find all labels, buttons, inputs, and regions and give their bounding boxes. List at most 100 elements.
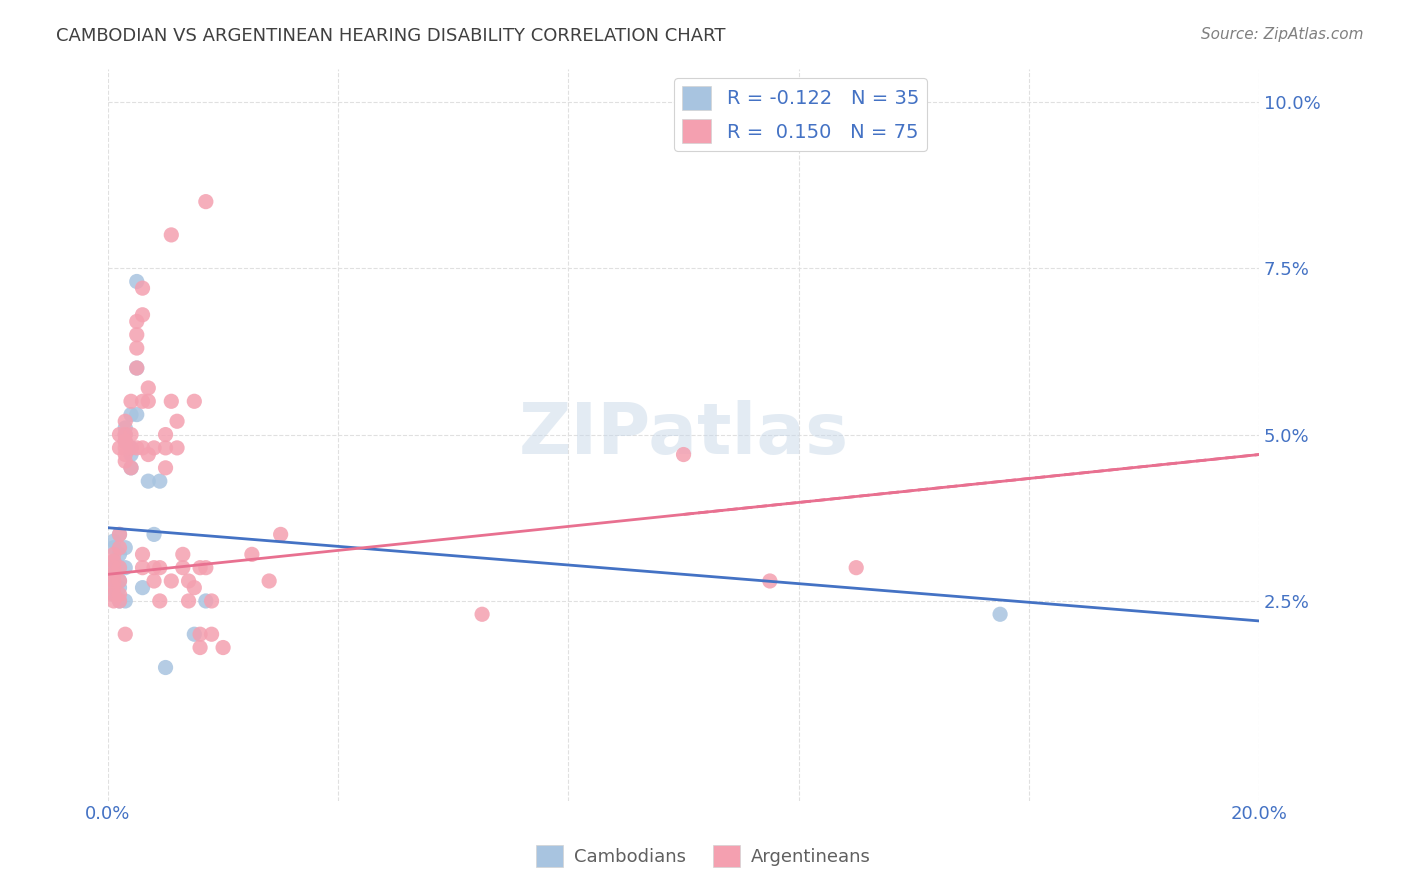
Point: [103, 554, 125, 568]
Point: [103, 541, 125, 555]
Point: [108, 560, 131, 574]
Point: [166, 441, 188, 455]
Point: [155, 427, 177, 442]
Point: [108, 547, 131, 561]
Point: [103, 574, 125, 588]
Point: [183, 627, 205, 641]
Point: [120, 408, 142, 422]
Point: [270, 527, 292, 541]
Point: [194, 560, 217, 574]
Point: [108, 441, 131, 455]
Point: [672, 448, 695, 462]
Point: [155, 660, 177, 674]
Point: [120, 427, 142, 442]
Point: [103, 587, 125, 601]
Point: [114, 434, 136, 449]
Point: [103, 594, 125, 608]
Point: [240, 547, 263, 561]
Point: [103, 560, 125, 574]
Point: [155, 441, 177, 455]
Point: [125, 341, 148, 355]
Point: [194, 594, 217, 608]
Point: [120, 394, 142, 409]
Point: [131, 581, 153, 595]
Point: [108, 541, 131, 555]
Point: [125, 441, 148, 455]
Point: [108, 574, 131, 588]
Point: [131, 441, 153, 455]
Point: [143, 441, 166, 455]
Point: [845, 560, 868, 574]
Point: [125, 361, 148, 376]
Point: [194, 194, 217, 209]
Point: [183, 581, 205, 595]
Point: [177, 574, 200, 588]
Point: [114, 414, 136, 428]
Point: [103, 574, 125, 588]
Point: [103, 567, 125, 582]
Point: [988, 607, 1011, 622]
Point: [108, 527, 131, 541]
Point: [160, 394, 183, 409]
Point: [166, 414, 188, 428]
Point: [172, 560, 194, 574]
Point: [257, 574, 280, 588]
Point: [131, 560, 153, 574]
Legend: R = -0.122   N = 35, R =  0.150   N = 75: R = -0.122 N = 35, R = 0.150 N = 75: [675, 78, 927, 151]
Point: [131, 547, 153, 561]
Point: [114, 427, 136, 442]
Point: [177, 594, 200, 608]
Point: [149, 474, 172, 488]
Point: [125, 327, 148, 342]
Point: [114, 454, 136, 468]
Point: [136, 394, 159, 409]
Point: [131, 281, 153, 295]
Point: [188, 627, 211, 641]
Point: [125, 361, 148, 376]
Point: [103, 581, 125, 595]
Point: [136, 381, 159, 395]
Point: [136, 448, 159, 462]
Point: [120, 441, 142, 455]
Point: [114, 434, 136, 449]
Point: [120, 448, 142, 462]
Point: [103, 547, 125, 561]
Point: [108, 594, 131, 608]
Point: [103, 534, 125, 549]
Point: [125, 275, 148, 289]
Point: [114, 421, 136, 435]
Point: [143, 527, 166, 541]
Point: [120, 460, 142, 475]
Point: [114, 594, 136, 608]
Point: [131, 394, 153, 409]
Point: [136, 474, 159, 488]
Point: [149, 560, 172, 574]
Point: [759, 574, 782, 588]
Point: [103, 587, 125, 601]
Point: [143, 560, 166, 574]
Point: [143, 574, 166, 588]
Point: [103, 581, 125, 595]
Point: [149, 594, 172, 608]
Point: [160, 574, 183, 588]
Text: Source: ZipAtlas.com: Source: ZipAtlas.com: [1201, 27, 1364, 42]
Point: [103, 554, 125, 568]
Point: [114, 627, 136, 641]
Point: [120, 460, 142, 475]
Point: [103, 567, 125, 582]
Point: [108, 574, 131, 588]
Point: [172, 547, 194, 561]
Point: [183, 394, 205, 409]
Point: [114, 441, 136, 455]
Point: [125, 408, 148, 422]
Point: [114, 448, 136, 462]
Point: [131, 308, 153, 322]
Text: CAMBODIAN VS ARGENTINEAN HEARING DISABILITY CORRELATION CHART: CAMBODIAN VS ARGENTINEAN HEARING DISABIL…: [56, 27, 725, 45]
Point: [160, 227, 183, 242]
Point: [108, 560, 131, 574]
Point: [114, 560, 136, 574]
Point: [155, 460, 177, 475]
Point: [103, 560, 125, 574]
Point: [114, 427, 136, 442]
Point: [108, 587, 131, 601]
